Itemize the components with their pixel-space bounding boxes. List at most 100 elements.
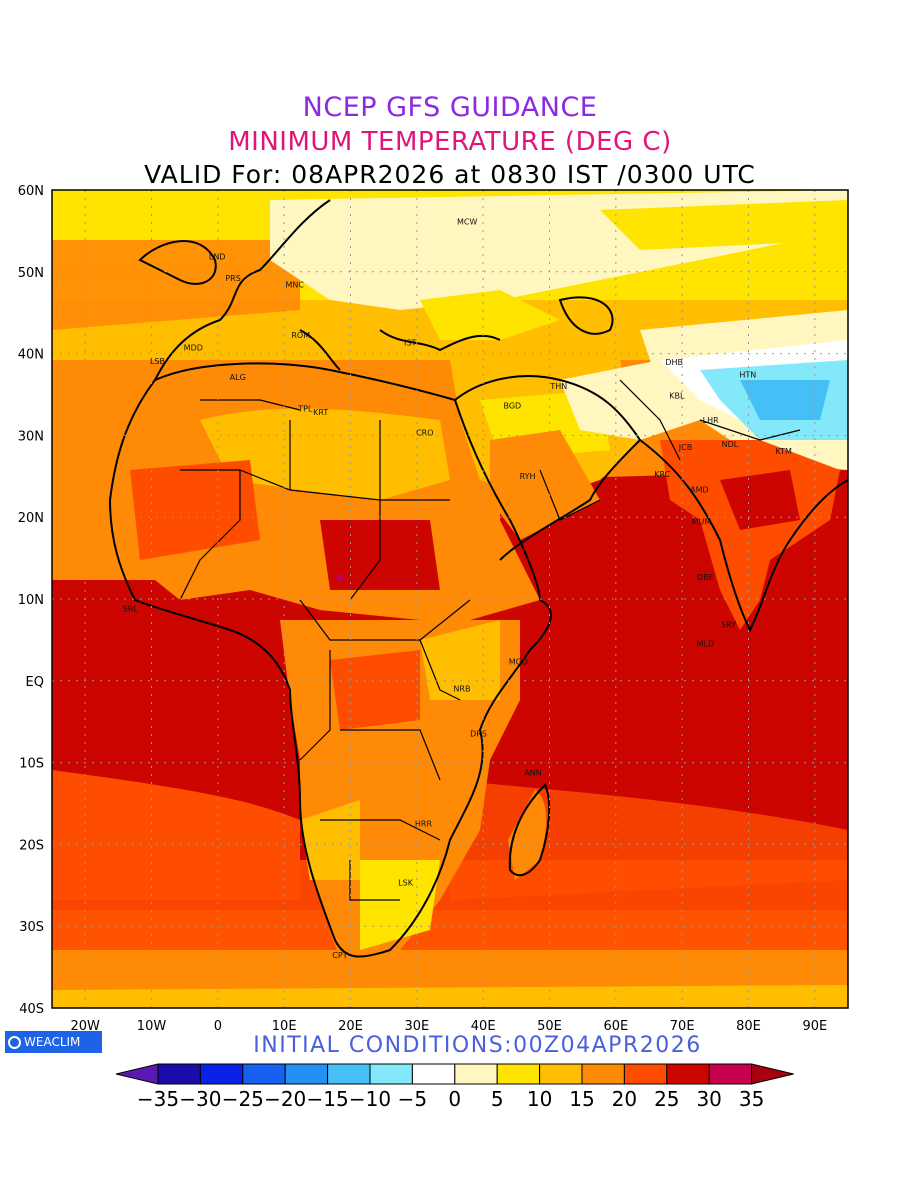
colorbar-tick-label: 15 <box>569 1087 595 1111</box>
colorbar-over-arrow <box>751 1063 794 1085</box>
lon-label: 50E <box>537 1019 562 1034</box>
colorbar-cell <box>369 1063 413 1085</box>
lat-label: 20S <box>19 838 44 853</box>
initial-conditions: INITIAL CONDITIONS:00Z04APR2026 <box>253 1033 702 1058</box>
city-label-sry: SRY <box>721 621 736 630</box>
colorbar-cell <box>242 1063 286 1085</box>
city-label-alg: ALG <box>230 373 246 382</box>
title-line-2: MINIMUM TEMPERATURE (DEG C) <box>228 127 672 157</box>
lon-label: 60E <box>603 1019 628 1034</box>
lat-label: 20N <box>18 511 44 526</box>
colorbar-tick-label: 5 <box>490 1087 504 1111</box>
map-layers <box>52 190 848 1008</box>
city-label-mnc: MNC <box>286 280 305 289</box>
lon-label: 90E <box>802 1019 827 1034</box>
city-label-krt: KRT <box>313 408 328 417</box>
colorbar-cell <box>539 1063 583 1085</box>
city-label-cpt: CPT <box>332 951 347 960</box>
lat-label: 30N <box>18 429 44 444</box>
lon-label: 20W <box>70 1019 100 1034</box>
colorbar-tick-label: −5 <box>397 1087 428 1111</box>
lon-label: 40E <box>471 1019 496 1034</box>
city-label-kbl: KBL <box>669 392 685 401</box>
city-label-lsk: LSK <box>398 878 414 887</box>
city-label-lhr: LHR <box>703 416 719 425</box>
lat-label: 30S <box>19 920 44 935</box>
colorbar-cell <box>666 1063 710 1085</box>
colorbar-tick-label: 20 <box>611 1087 638 1111</box>
lon-label: 80E <box>736 1019 761 1034</box>
colorbar-tick-label: 10 <box>526 1087 553 1111</box>
colorbar-cell <box>581 1063 625 1085</box>
city-label-ndl: NDL <box>722 440 739 449</box>
city-label-jcb: JCB <box>678 443 692 452</box>
lon-label: 10E <box>272 1019 297 1034</box>
borders <box>179 379 801 901</box>
map-frame <box>51 189 849 1009</box>
colorbar-tick-label: 30 <box>696 1087 722 1111</box>
colorbar-cell <box>496 1063 541 1085</box>
coastlines <box>108 199 848 958</box>
lon-label: 70E <box>670 1019 695 1034</box>
colorbar-tick-label: −30 <box>179 1087 222 1111</box>
city-label-dbe: DBE <box>697 573 714 582</box>
city-label-prs: PRS <box>225 274 240 283</box>
lat-label: 10S <box>19 757 44 772</box>
city-label-lsb: LSB <box>150 357 165 366</box>
colorbar-cell <box>284 1063 329 1085</box>
city-label-lnd: LND <box>209 253 226 262</box>
colorbar-labels: −35 −30 −25 −20 −15 −10 −5 0 5 10 15 20 25 30 35 <box>0 1087 900 1111</box>
city-label-srl: SRL <box>123 604 139 613</box>
colorbar-tick-label: −35 <box>136 1087 180 1111</box>
colorbar-cell <box>327 1063 371 1085</box>
lat-label: 50N <box>18 266 44 281</box>
city-label-ktm: KTM <box>775 447 792 456</box>
city-label-ist: IST <box>404 338 416 347</box>
colorbar-tick-label: 35 <box>738 1087 765 1111</box>
colorbar <box>115 1063 794 1085</box>
city-label-nrb: NRB <box>453 684 470 693</box>
colorbar-cell <box>157 1063 201 1085</box>
lat-label: 10N <box>18 593 44 608</box>
colorbar-under-arrow <box>115 1063 159 1085</box>
city-label-ryh: RYH <box>520 472 536 481</box>
city-label-mgd: MGD <box>509 657 528 666</box>
colorbar-tick-label: −15 <box>306 1087 349 1111</box>
longitude-labels: 20W 10W 0 10E 20E 30E 40E 50E 60E 70E 80E 90E <box>70 1019 827 1034</box>
city-label-amd: AMD <box>690 486 709 495</box>
city-label-mld: MLD <box>697 639 715 648</box>
city-label-bgd: BGD <box>503 401 521 410</box>
latitude-labels: 60N 50N 40N 30N 20N 10N EQ 10S 20S 30S 40S <box>18 184 44 1017</box>
city-label-krc: KRC <box>654 470 670 479</box>
city-labels: MCW LND PRS MNC ROM MDD IST ALG LSB TPL KRT CRO BGD T… <box>123 217 792 960</box>
city-label-mum: MUM <box>692 518 712 527</box>
colorbar-cell <box>199 1063 244 1085</box>
colorbar-tick-label: −10 <box>348 1087 392 1111</box>
city-label-thn: THN <box>549 382 567 391</box>
lon-label: 0 <box>214 1019 222 1034</box>
colorbar-tick-label: −25 <box>221 1087 264 1111</box>
city-label-htn: HTN <box>739 370 756 379</box>
colorbar-cell <box>454 1063 498 1085</box>
city-label-hrr: HRR <box>415 819 433 828</box>
weaclim-logo: WEACLIM <box>5 1031 102 1053</box>
lat-label: 40S <box>19 1002 44 1017</box>
graticule <box>52 190 848 1008</box>
colorbar-tick-label: 0 <box>448 1087 462 1111</box>
lat-label: 60N <box>18 184 44 199</box>
lon-label: 10W <box>137 1019 167 1034</box>
colorbar-tick-label: 25 <box>654 1087 680 1111</box>
colorbar-cell <box>708 1063 753 1085</box>
colorbar-tick-label: −20 <box>264 1087 307 1111</box>
logo-ring-icon <box>8 1035 21 1049</box>
logo-text: WEACLIM <box>24 1035 81 1049</box>
lat-label: 40N <box>18 348 44 363</box>
colorbar-cell <box>623 1063 668 1085</box>
colorbar-cell <box>411 1063 456 1085</box>
city-label-drs: DRS <box>470 729 487 738</box>
city-label-cro: CRO <box>416 428 433 437</box>
title-line-1: NCEP GFS GUIDANCE <box>302 92 598 123</box>
lon-label: 20E <box>338 1019 363 1034</box>
city-label-mdd: MDD <box>184 343 203 352</box>
